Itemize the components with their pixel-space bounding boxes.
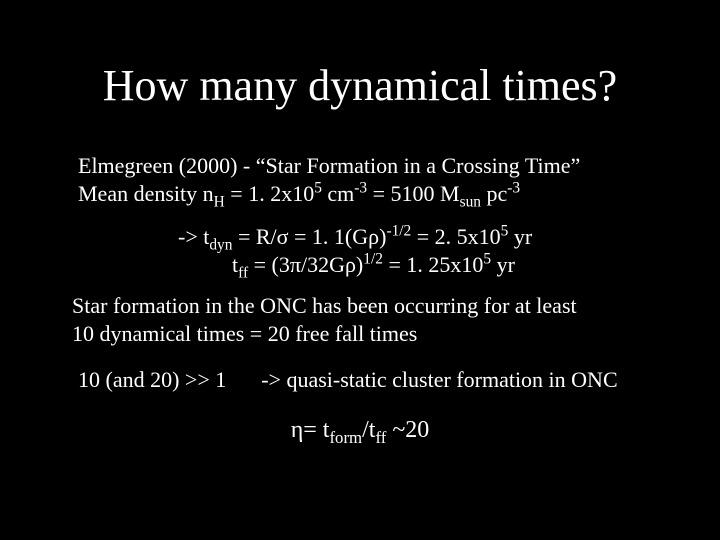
txt: ~20 <box>386 417 429 443</box>
sup-5: 5 <box>314 179 322 196</box>
sub-ff: ff <box>238 264 248 281</box>
eta-line: η= tform/tff ~20 <box>0 415 720 445</box>
txt: η= t <box>291 417 330 443</box>
txt: yr <box>508 224 532 249</box>
txt: pc <box>481 181 507 206</box>
conclusion-right: -> quasi-static cluster formation in ONC <box>261 367 617 392</box>
conclusion-left: 10 (and 20) >> 1 <box>78 367 226 392</box>
sub-sun: sun <box>460 193 481 210</box>
conclusion-line: 10 (and 20) >> 1 -> quasi-static cluster… <box>78 366 618 394</box>
star-formation-block: Star formation in the ONC has been occur… <box>72 292 577 347</box>
txt: -> t <box>178 224 209 249</box>
elmegreen-line1: Elmegreen (2000) - “Star Formation in a … <box>78 152 580 180</box>
sub-form: form <box>329 428 362 447</box>
txt: cm <box>322 181 354 206</box>
txt: = (3π/32Gρ) <box>248 252 363 277</box>
tdyn-line: -> tdyn = R/σ = 1. 1(Gρ)-1/2 = 2. 5x105 … <box>178 223 532 251</box>
txt: = 1. 2x10 <box>225 181 314 206</box>
txt: /t <box>362 417 375 443</box>
sub-h: H <box>214 193 225 210</box>
sup-neg3b: -3 <box>507 179 520 196</box>
timescales-block: -> tdyn = R/σ = 1. 1(Gρ)-1/2 = 2. 5x105 … <box>178 223 532 278</box>
sf-line1: Star formation in the ONC has been occur… <box>72 292 577 320</box>
elmegreen-block: Elmegreen (2000) - “Star Formation in a … <box>78 152 580 207</box>
slide-title: How many dynamical times? <box>0 60 720 111</box>
sup-5c: 5 <box>483 250 491 267</box>
sub-dyn: dyn <box>209 236 232 253</box>
txt: = 5100 M <box>367 181 459 206</box>
sup-12: 1/2 <box>363 250 383 267</box>
txt: = 1. 25x10 <box>383 252 483 277</box>
sup-neg12: -1/2 <box>386 223 411 240</box>
txt: yr <box>491 252 515 277</box>
sub-ff2: ff <box>375 428 386 447</box>
txt: Mean density n <box>78 181 214 206</box>
txt: = 2. 5x10 <box>411 224 500 249</box>
slide: How many dynamical times? Elmegreen (200… <box>0 0 720 540</box>
sf-line2: 10 dynamical times = 20 free fall times <box>72 320 577 348</box>
sup-neg3a: -3 <box>354 179 367 196</box>
txt: = R/σ = 1. 1(Gρ) <box>232 224 386 249</box>
tff-line: tff = (3π/32Gρ)1/2 = 1. 25x105 yr <box>178 251 532 279</box>
elmegreen-line2: Mean density nH = 1. 2x105 cm-3 = 5100 M… <box>78 180 580 208</box>
